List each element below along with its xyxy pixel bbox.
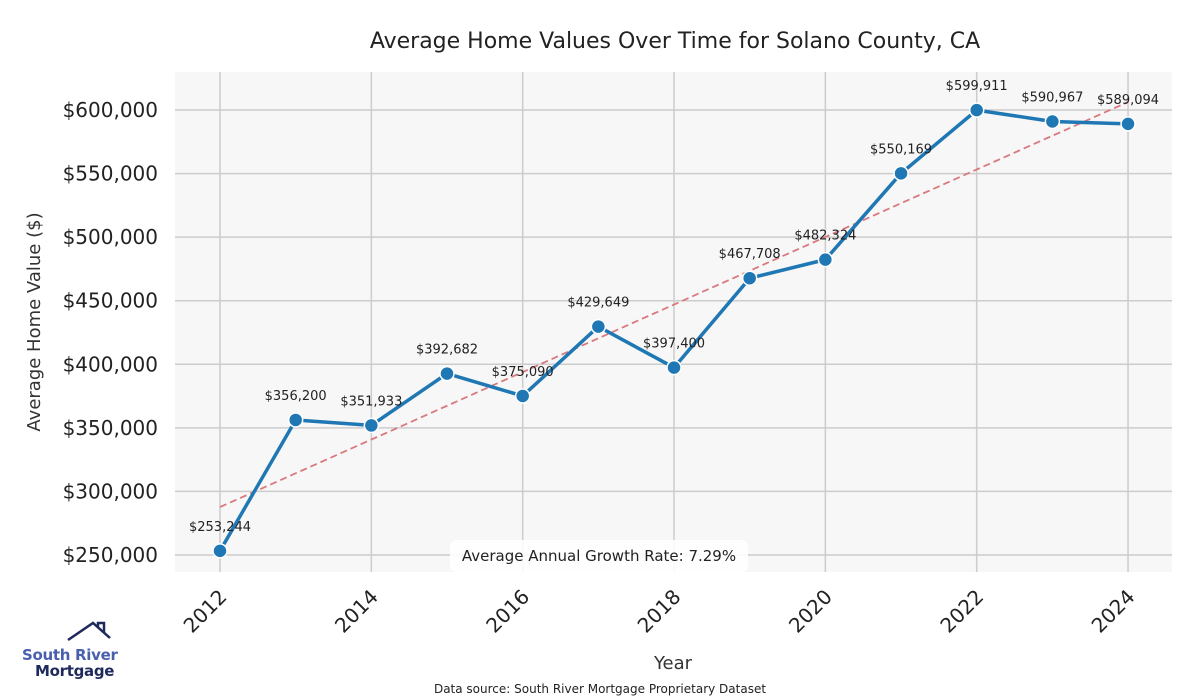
data-point[interactable] bbox=[363, 417, 380, 434]
house-roof-icon bbox=[67, 621, 111, 642]
data-label: $253,244 bbox=[189, 520, 251, 535]
data-point[interactable] bbox=[968, 102, 985, 118]
y-tick-label: $500,000 bbox=[63, 225, 158, 249]
grid bbox=[175, 72, 1172, 572]
south-river-mortgage-logo: South River Mortgage bbox=[20, 620, 120, 680]
trend-line bbox=[219, 101, 1129, 508]
data-point[interactable] bbox=[212, 543, 228, 559]
source-note: Data source: South River Mortgage Propri… bbox=[434, 682, 766, 696]
y-tick-label: $250,000 bbox=[63, 543, 158, 567]
growth-rate-annotation: Average Annual Growth Rate: 7.29% bbox=[450, 540, 748, 572]
data-label: $550,169 bbox=[870, 142, 932, 157]
x-tick-label: 2014 bbox=[330, 585, 383, 638]
x-tick-label: 2018 bbox=[633, 585, 686, 638]
data-label: $429,649 bbox=[567, 296, 629, 311]
data-label: $397,400 bbox=[643, 337, 705, 352]
y-tick-label: $350,000 bbox=[63, 416, 158, 440]
data-point[interactable] bbox=[1044, 113, 1061, 130]
data-label: $599,911 bbox=[946, 79, 1008, 94]
x-tick-label: 2022 bbox=[935, 585, 988, 638]
data-label: $351,933 bbox=[340, 394, 402, 409]
y-tick-label: $400,000 bbox=[63, 352, 158, 376]
data-label: $356,200 bbox=[265, 389, 327, 404]
chart-title: Average Home Values Over Time for Solano… bbox=[370, 29, 980, 54]
y-tick-label: $550,000 bbox=[63, 162, 158, 186]
data-label: $482,324 bbox=[794, 229, 856, 244]
data-point[interactable] bbox=[287, 412, 304, 428]
data-point[interactable] bbox=[439, 365, 455, 382]
data-label: $467,708 bbox=[719, 247, 781, 262]
x-tick-label: 2020 bbox=[784, 585, 837, 638]
data-label: $392,682 bbox=[416, 343, 478, 358]
x-tick-label: 2016 bbox=[481, 585, 534, 638]
y-tick-label: $300,000 bbox=[63, 479, 158, 503]
data-point[interactable] bbox=[817, 251, 834, 268]
x-tick-label: 2024 bbox=[1087, 585, 1140, 638]
data-point[interactable] bbox=[590, 318, 607, 335]
y-tick-label: $450,000 bbox=[63, 289, 158, 313]
y-axis-label: Average Home Value ($) bbox=[24, 212, 45, 431]
logo-line-2: Mortgage bbox=[35, 662, 115, 680]
data-point[interactable] bbox=[666, 359, 682, 376]
data-label: $590,967 bbox=[1021, 90, 1083, 105]
data-point[interactable] bbox=[514, 388, 531, 404]
x-tick-label: 2012 bbox=[179, 585, 232, 638]
data-label: $589,094 bbox=[1097, 93, 1159, 108]
logo-line-1: South River bbox=[22, 646, 118, 664]
y-tick-label: $600,000 bbox=[63, 98, 158, 122]
data-point[interactable] bbox=[1120, 116, 1136, 132]
data-label: $375,090 bbox=[492, 365, 554, 380]
data-point[interactable] bbox=[741, 270, 758, 286]
data-point[interactable] bbox=[893, 165, 909, 182]
x-axis-label: Year bbox=[653, 653, 693, 674]
growth-rate-text: Average Annual Growth Rate: 7.29% bbox=[462, 547, 736, 565]
